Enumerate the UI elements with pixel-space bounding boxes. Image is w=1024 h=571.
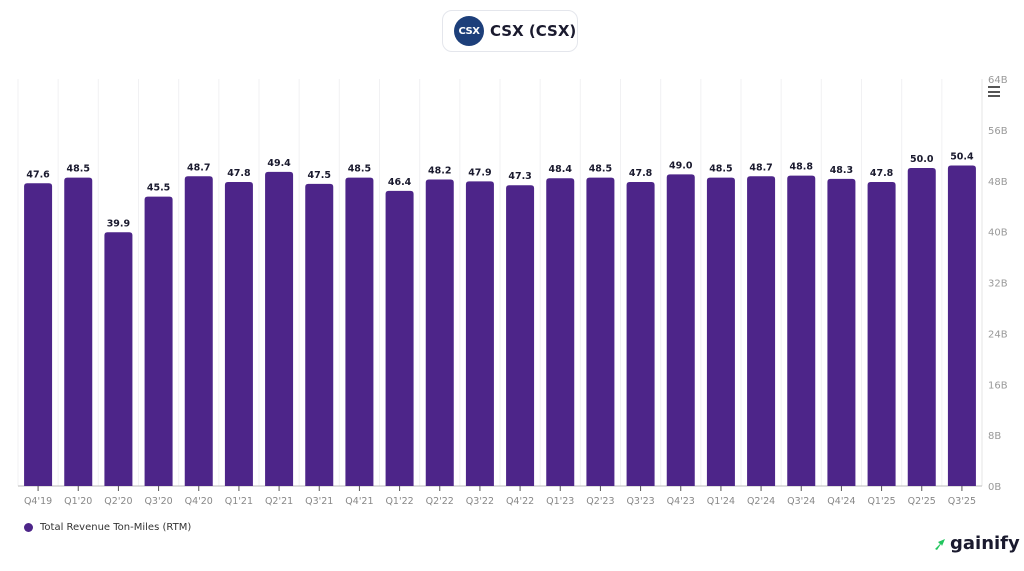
legend-item[interactable]: Total Revenue Ton-Miles (RTM) bbox=[24, 522, 191, 533]
bar bbox=[546, 178, 575, 487]
x-tick-label: Q3'24 bbox=[787, 496, 815, 507]
data-label: 48.2 bbox=[428, 165, 451, 176]
data-label: 47.3 bbox=[508, 171, 531, 182]
bar bbox=[64, 177, 93, 486]
y-tick-label: 32B bbox=[988, 279, 1008, 290]
chart-title: CSX (CSX) bbox=[490, 22, 577, 40]
x-tick-label: Q4'24 bbox=[827, 496, 855, 507]
x-tick-label: Q3'25 bbox=[948, 496, 976, 507]
data-label: 48.7 bbox=[187, 162, 210, 173]
arrow-up-right-icon bbox=[935, 538, 945, 550]
x-tick-label: Q2'22 bbox=[426, 496, 454, 507]
data-label: 47.5 bbox=[308, 170, 331, 181]
bar bbox=[104, 232, 133, 486]
x-tick-label: Q4'20 bbox=[185, 496, 213, 507]
bar bbox=[747, 176, 776, 486]
x-tick-label: Q1'21 bbox=[225, 496, 253, 507]
x-tick-label: Q1'20 bbox=[64, 496, 92, 507]
bar bbox=[626, 182, 655, 486]
y-tick-label: 56B bbox=[988, 126, 1008, 137]
brand-name: gainify bbox=[950, 533, 1020, 554]
x-tick-label: Q3'21 bbox=[305, 496, 333, 507]
bar bbox=[24, 183, 53, 486]
x-tick-label: Q1'22 bbox=[385, 496, 413, 507]
bar bbox=[224, 182, 253, 486]
data-label: 48.8 bbox=[790, 162, 814, 173]
bar bbox=[385, 190, 414, 487]
data-label: 49.0 bbox=[669, 160, 693, 171]
x-tick-label: Q2'23 bbox=[586, 496, 614, 507]
y-tick-label: 48B bbox=[988, 177, 1008, 188]
y-tick-label: 24B bbox=[988, 329, 1008, 340]
csx-logo: CSX bbox=[454, 16, 484, 46]
data-label: 48.3 bbox=[830, 165, 853, 176]
x-tick-label: Q4'22 bbox=[506, 496, 534, 507]
y-tick-label: 0B bbox=[988, 482, 1001, 493]
bar bbox=[345, 177, 374, 486]
bar bbox=[305, 183, 334, 486]
x-tick-label: Q4'23 bbox=[667, 496, 695, 507]
data-label: 45.5 bbox=[147, 183, 170, 194]
data-label: 47.9 bbox=[468, 167, 491, 178]
data-label: 48.4 bbox=[549, 164, 573, 175]
bar bbox=[827, 178, 856, 486]
x-tick-label: Q3'23 bbox=[626, 496, 654, 507]
bar bbox=[184, 176, 213, 486]
bar bbox=[144, 196, 173, 486]
bar bbox=[947, 165, 976, 487]
x-tick-label: Q2'21 bbox=[265, 496, 293, 507]
bar bbox=[425, 179, 454, 486]
x-tick-label: Q1'23 bbox=[546, 496, 574, 507]
bar bbox=[465, 181, 494, 487]
data-label: 47.8 bbox=[227, 168, 251, 179]
data-label: 47.6 bbox=[26, 169, 50, 180]
legend-color-dot bbox=[24, 523, 33, 532]
data-label: 48.5 bbox=[67, 164, 90, 175]
data-label: 49.4 bbox=[267, 158, 291, 169]
bar bbox=[586, 177, 615, 486]
bar bbox=[907, 168, 936, 486]
data-label: 50.0 bbox=[910, 154, 934, 165]
y-tick-label: 40B bbox=[988, 228, 1008, 239]
hamburger-menu-icon[interactable] bbox=[988, 86, 1000, 97]
x-tick-label: Q1'24 bbox=[707, 496, 735, 507]
x-tick-label: Q4'21 bbox=[345, 496, 373, 507]
data-label: 47.8 bbox=[629, 168, 653, 179]
bar bbox=[666, 174, 695, 486]
data-label: 39.9 bbox=[107, 218, 130, 229]
data-label: 48.7 bbox=[749, 162, 772, 173]
bar bbox=[706, 177, 735, 486]
data-label: 46.4 bbox=[388, 177, 412, 188]
x-tick-label: Q2'24 bbox=[747, 496, 775, 507]
data-label: 48.5 bbox=[709, 164, 732, 175]
legend-label: Total Revenue Ton-Miles (RTM) bbox=[40, 522, 192, 533]
data-label: 48.5 bbox=[348, 164, 371, 175]
x-tick-label: Q2'25 bbox=[908, 496, 936, 507]
x-tick-label: Q2'20 bbox=[104, 496, 132, 507]
data-label: 48.5 bbox=[589, 164, 612, 175]
x-tick-label: Q3'20 bbox=[144, 496, 172, 507]
bar bbox=[265, 171, 294, 487]
x-tick-label: Q1'25 bbox=[867, 496, 895, 507]
y-tick-label: 16B bbox=[988, 380, 1008, 391]
bar bbox=[787, 175, 816, 486]
gainify-logo: gainify bbox=[933, 533, 1020, 554]
y-tick-label: 8B bbox=[988, 431, 1001, 442]
x-tick-label: Q4'19 bbox=[24, 496, 52, 507]
bar bbox=[867, 182, 896, 486]
y-tick-label: 64B bbox=[988, 75, 1008, 86]
company-title-badge: CSX CSX (CSX) bbox=[442, 10, 578, 52]
x-tick-label: Q3'22 bbox=[466, 496, 494, 507]
data-label: 50.4 bbox=[950, 151, 974, 162]
bar bbox=[506, 185, 535, 486]
data-label: 47.8 bbox=[870, 168, 894, 179]
